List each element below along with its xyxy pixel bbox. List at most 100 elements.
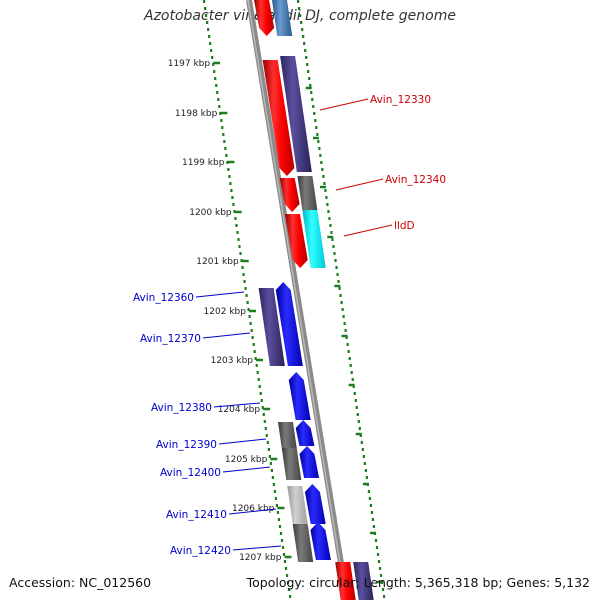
label-leader-line (228, 508, 277, 515)
gene-label-forward[interactable]: Avin_12330 (370, 94, 431, 106)
scale-dot (239, 252, 242, 255)
gene-label-reverse[interactable]: Avin_12400 (160, 467, 221, 479)
gene-avin-12380[interactable] (288, 372, 311, 420)
scale-dot (213, 70, 216, 73)
gene-blue-12410b[interactable] (304, 484, 326, 524)
scale-dot (247, 308, 250, 311)
scale-dot (232, 203, 235, 206)
outer-scale-dot (326, 203, 329, 206)
outer-scale-dot (340, 301, 343, 304)
outer-scale-dot (302, 35, 305, 38)
scale-dot (271, 476, 274, 479)
topology-summary: Topology: circular; Length: 5,365,318 bp… (246, 575, 590, 590)
scale-dot (262, 413, 265, 416)
scale-dot (205, 14, 208, 17)
label-leader-line (232, 545, 282, 551)
outer-scale-dot (336, 273, 339, 276)
gene-avin-12340[interactable] (297, 176, 318, 210)
outer-scale-dot (375, 546, 379, 549)
outer-scale-dot (358, 427, 361, 430)
scale-dot (207, 28, 210, 31)
gene-avin-12420[interactable] (292, 524, 314, 562)
gene-label-reverse[interactable]: Avin_12410 (166, 509, 227, 521)
scale-dot (253, 350, 256, 353)
scale-dot (260, 399, 263, 402)
outer-scale-dot (310, 91, 313, 94)
outer-scale-dot (308, 77, 311, 80)
scale-dot (241, 266, 244, 269)
scale-dot (286, 581, 290, 584)
outer-scale-dot (353, 392, 356, 395)
scale-dot (254, 357, 257, 360)
outer-scale-dot (334, 259, 337, 262)
gene-red-top[interactable] (254, 0, 275, 36)
gene-label-reverse[interactable]: Avin_12390 (156, 439, 217, 451)
outer-scale-dot (376, 553, 380, 556)
outer-scale-dot (338, 287, 341, 290)
scale-dot (234, 217, 237, 220)
gene-blue-12420b[interactable] (310, 522, 331, 560)
scale-dot (222, 133, 225, 136)
outer-scale-dot (333, 252, 336, 255)
outer-scale-dot (370, 511, 374, 514)
gene-avin-12330[interactable] (280, 56, 312, 172)
scale-dot (225, 154, 228, 157)
outer-scale-dot (346, 343, 349, 346)
scale-dot (287, 588, 291, 591)
gene-label-reverse[interactable]: Avin_12420 (170, 545, 231, 557)
outer-scale-dot (343, 322, 346, 325)
gene-label-reverse[interactable]: Avin_12380 (151, 402, 212, 414)
gene-purple-bottom[interactable] (353, 562, 374, 600)
gene-red-short[interactable] (279, 178, 300, 212)
scale-dot (252, 343, 255, 346)
outer-scale-dot (329, 224, 332, 227)
scale-dot (264, 427, 267, 430)
label-leader-line (195, 291, 245, 298)
gene-avin-12390[interactable] (277, 422, 297, 448)
scale-dot (268, 455, 271, 458)
gene-blue-12390b[interactable] (295, 420, 315, 446)
outer-scale-dot (354, 399, 357, 402)
gene-label-forward[interactable]: Avin_12340 (385, 174, 446, 186)
gene-blue-12400b[interactable] (299, 446, 320, 478)
outer-scale-dot (357, 420, 360, 423)
scale-dot (218, 105, 221, 108)
gene-avin-12400[interactable] (281, 448, 302, 480)
scale-dot (281, 546, 285, 549)
gene-red-lld[interactable] (284, 214, 308, 268)
scale-dot (210, 49, 213, 52)
outer-scale-dot (337, 280, 340, 283)
outer-scale-dot (314, 119, 317, 122)
gene-red-bottom[interactable] (335, 562, 356, 600)
scale-dot (282, 553, 286, 556)
scale-dot (227, 168, 230, 171)
gene-label-reverse[interactable]: Avin_12370 (140, 333, 201, 345)
outer-scale-dot (359, 434, 362, 437)
gene-avin-12360[interactable] (258, 288, 285, 366)
gene-label-reverse[interactable]: Avin_12360 (133, 292, 194, 304)
outer-scale-dot (305, 56, 308, 59)
gene-avin-12410[interactable] (287, 486, 308, 524)
scale-dot (212, 63, 215, 66)
scale-dot (214, 77, 217, 80)
scale-dot (244, 287, 247, 290)
gene-avin-12370[interactable] (275, 282, 303, 366)
outer-scale-dot (356, 413, 359, 416)
scale-dot (211, 56, 214, 59)
scale-dot (277, 518, 281, 521)
outer-scale-dot (368, 497, 372, 500)
scale-dot (226, 161, 229, 164)
outer-scale-dot (369, 504, 373, 507)
gene-steel-top[interactable] (272, 0, 293, 36)
scale-dot (242, 273, 245, 276)
gene-red-12320[interactable] (262, 60, 295, 176)
scale-dot (288, 595, 292, 598)
scale-dot (203, 0, 206, 3)
gene-label-forward[interactable]: lldD (394, 220, 415, 232)
scale-dot (274, 497, 278, 500)
outer-scale-dot (300, 21, 303, 24)
scale-dot (258, 385, 261, 388)
scale-dot (267, 448, 270, 451)
gene-lldd[interactable] (302, 210, 326, 268)
